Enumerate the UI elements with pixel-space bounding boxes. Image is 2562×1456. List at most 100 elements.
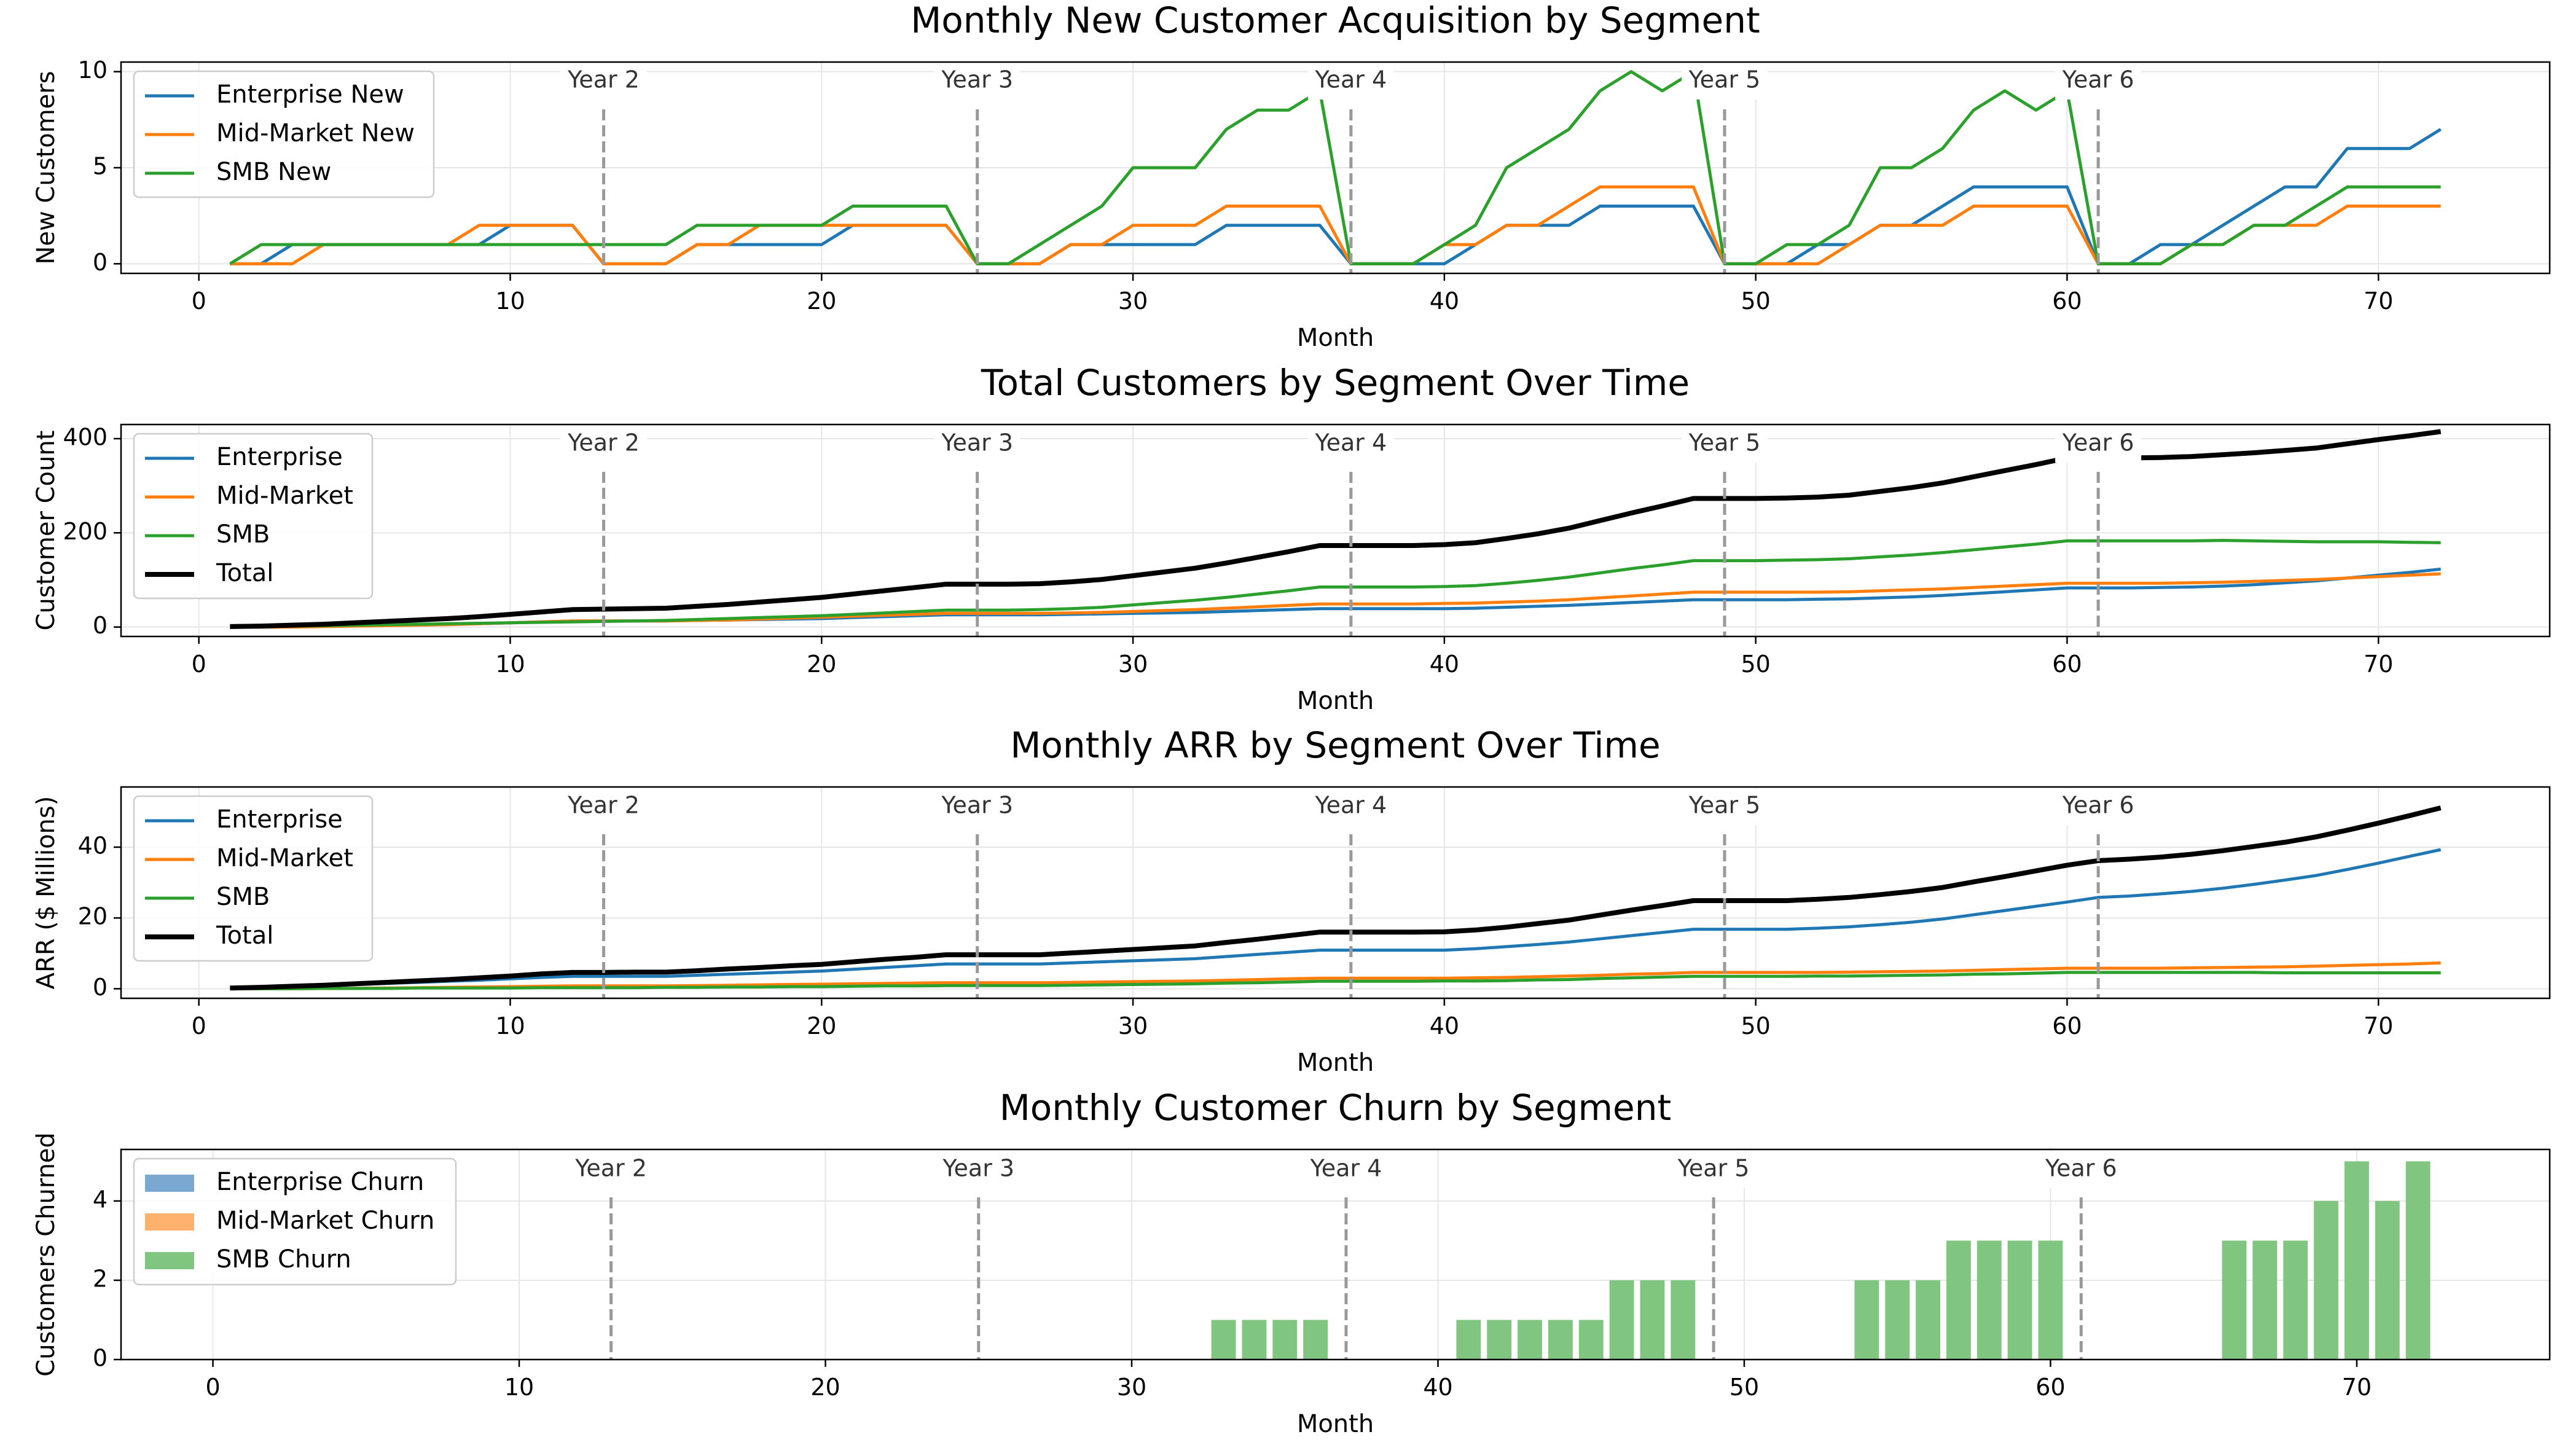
panel-3: Year 2 Year 3 Year 4 Year 5 Year 6 Monthly AR…: [32, 724, 2551, 1077]
x-tick-label: 50: [1730, 1374, 1759, 1401]
legend-label: SMB Churn: [216, 1245, 351, 1274]
legend-label: Enterprise: [216, 443, 343, 471]
year-marker-label: Year 3: [941, 429, 1013, 456]
year-marker-label: Year 2: [574, 1155, 647, 1182]
x-tick-label: 60: [2052, 1012, 2082, 1039]
year-marker-label-bg: [2038, 1151, 2125, 1188]
year-marker-label: Year 3: [942, 1155, 1014, 1182]
series-line-enterprise: [230, 848, 2442, 990]
legend-label: Enterprise New: [216, 80, 404, 109]
x-tick-label: 40: [1430, 288, 1459, 315]
churn-bar: [1854, 1280, 1879, 1360]
year-marker-label: Year 5: [1688, 792, 1761, 819]
series-line-mid-market: [230, 185, 2441, 265]
x-tick-label: 50: [1741, 1012, 1770, 1039]
churn-bar: [1578, 1320, 1604, 1360]
y-tick-label: 0: [93, 974, 108, 1001]
chart-title: Total Customers by Segment Over Time: [981, 362, 1690, 404]
axes-frame: [120, 423, 2551, 638]
year-marker-label: Year 4: [1310, 1155, 1382, 1182]
year-marker-label: Year 6: [2045, 1155, 2117, 1182]
year-marker-label-bg: [934, 63, 1020, 100]
year-marker-label: Year 2: [567, 66, 640, 93]
y-axis-label: Customer Count: [32, 431, 60, 631]
churn-bar: [1303, 1320, 1328, 1360]
series-line-total: [230, 805, 2442, 991]
x-axis-label: Month: [1297, 1410, 1374, 1438]
x-tick-label: 60: [2052, 651, 2082, 678]
axes-frame: [120, 786, 2551, 1000]
x-tick-label: 0: [192, 651, 206, 678]
churn-bar: [1548, 1320, 1573, 1360]
axes-frame: [120, 1148, 2551, 1361]
y-tick-label: 0: [93, 1345, 108, 1372]
legend-label: Mid-Market Churn: [216, 1207, 434, 1235]
year-marker-label-bg: [1307, 788, 1394, 825]
x-tick-label: 20: [807, 651, 836, 678]
plot-area: [230, 805, 2442, 991]
year-marker-label: Year 6: [2062, 792, 2134, 819]
y-tick-label: 20: [78, 903, 108, 930]
churn-bar: [1916, 1280, 1941, 1360]
year-marker-label-bg: [568, 1151, 654, 1188]
churn-bar: [1456, 1320, 1481, 1360]
year-marker-label-bg: [934, 426, 1020, 463]
x-axis-label: Month: [1297, 324, 1374, 352]
plot-area: [229, 70, 2442, 265]
churn-bar: [2375, 1200, 2400, 1360]
series-line-smb: [230, 539, 2441, 629]
legend-label: Mid-Market New: [216, 119, 415, 147]
legend-frame: [133, 795, 374, 962]
churn-bar: [1487, 1320, 1512, 1360]
x-axis-label: Month: [1297, 1049, 1374, 1077]
x-tick-label: 50: [1741, 288, 1770, 315]
legend-frame: [133, 1157, 457, 1286]
x-tick-label: 10: [495, 651, 525, 678]
y-tick-label: 400: [63, 424, 108, 451]
x-tick-label: 30: [1118, 288, 1148, 315]
y-tick-label: 0: [93, 249, 108, 276]
legend-label: Total: [216, 559, 273, 587]
y-tick-label: 200: [63, 518, 108, 545]
x-tick-label: 20: [807, 288, 836, 315]
series-line-smb: [230, 971, 2441, 990]
x-tick-label: 70: [2342, 1374, 2372, 1401]
x-tick-label: 0: [192, 1012, 206, 1039]
x-tick-label: 70: [2364, 288, 2393, 315]
legend-label: SMB New: [216, 158, 331, 186]
churn-bar: [2007, 1240, 2032, 1360]
legend-label: SMB: [216, 520, 270, 549]
y-axis-label: ARR ($ Millions): [32, 796, 60, 990]
x-tick-label: 30: [1118, 1012, 1148, 1039]
year-marker-label: Year 3: [941, 792, 1013, 819]
legend: Enterprise Mid-Market SMB Total: [133, 432, 374, 600]
churn-bar: [2405, 1161, 2431, 1360]
y-tick-label: 5: [93, 153, 108, 180]
churn-bar: [2222, 1240, 2247, 1360]
legend: Enterprise Mid-Market SMB Total: [133, 795, 374, 962]
legend-frame: [133, 432, 374, 600]
year-marker-label-bg: [1681, 426, 1768, 463]
y-tick-label: 4: [93, 1186, 108, 1213]
x-tick-label: 0: [192, 288, 206, 315]
x-tick-label: 0: [205, 1374, 220, 1401]
churn-bar: [1609, 1280, 1634, 1360]
y-tick-label: 40: [78, 832, 108, 859]
year-marker-label-bg: [1307, 426, 1394, 463]
year-marker-label: Year 5: [1677, 1155, 1750, 1182]
x-tick-label: 60: [2052, 288, 2082, 315]
legend-label: Mid-Market: [216, 482, 353, 510]
chart-title: Monthly New Customer Acquisition by Segm…: [911, 0, 1760, 41]
year-marker-label: Year 5: [1688, 429, 1761, 456]
x-tick-label: 40: [1430, 1012, 1459, 1039]
x-axis-label: Month: [1297, 687, 1374, 715]
y-axis-label: Customers Churned: [32, 1132, 60, 1377]
year-marker-label-bg: [1681, 788, 1768, 825]
year-marker-label-bg: [935, 1151, 1022, 1188]
x-tick-label: 10: [504, 1374, 534, 1401]
x-tick-label: 50: [1741, 651, 1770, 678]
x-tick-label: 40: [1423, 1374, 1452, 1401]
y-axis-label: New Customers: [32, 71, 60, 264]
year-marker-label-bg: [1671, 1151, 1757, 1188]
year-marker-label-bg: [1681, 63, 1768, 100]
